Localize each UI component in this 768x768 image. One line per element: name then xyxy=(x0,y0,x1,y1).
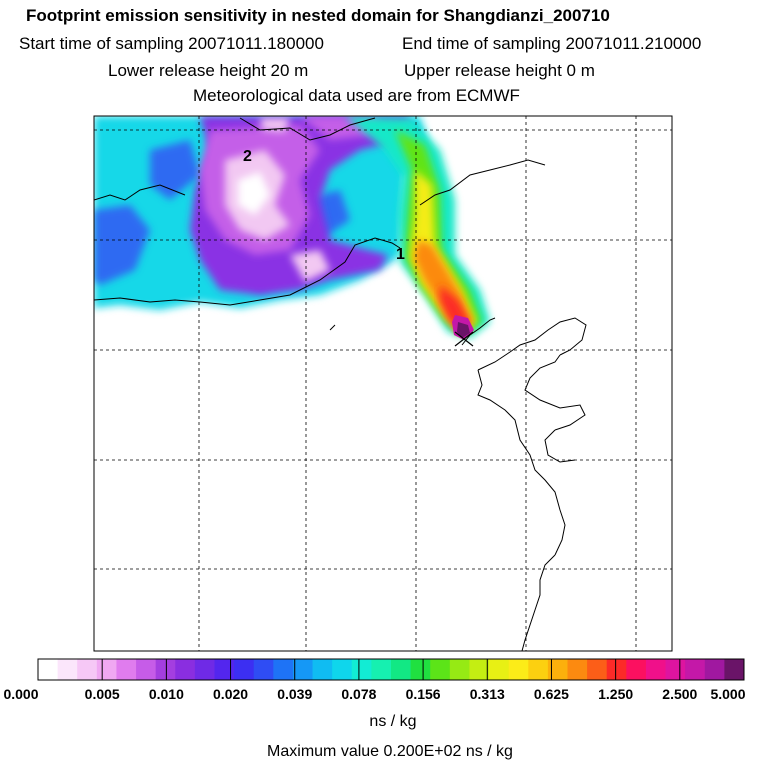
colorbar-swatch xyxy=(214,659,235,680)
release-marker-2: 2 xyxy=(243,148,252,165)
colorbar-swatch xyxy=(253,659,274,680)
map-frame xyxy=(93,115,673,652)
colorbar-swatch xyxy=(469,659,490,680)
colorbar-swatch xyxy=(273,659,294,680)
sampling-start-time: Start time of sampling 20071011.180000 xyxy=(19,34,324,53)
colorbar-swatch xyxy=(587,659,608,680)
colorbar-swatch xyxy=(96,659,117,680)
emission-sensitivity-field xyxy=(94,116,490,340)
colorbar-frame xyxy=(37,658,745,681)
colorbar-swatch xyxy=(234,659,255,680)
colorbar-tick-label: 0.000 xyxy=(3,686,38,702)
colorbar-tick-label: 5.000 xyxy=(710,686,745,702)
colorbar-swatch xyxy=(508,659,529,680)
colorbar-tick-label: 0.313 xyxy=(470,686,505,702)
colorbar-swatch xyxy=(665,659,686,680)
colorbar-swatch xyxy=(645,659,666,680)
colorbar-swatch xyxy=(292,659,313,680)
colorbar-swatch xyxy=(155,659,176,680)
colorbar-swatch xyxy=(547,659,568,680)
colorbar-swatch xyxy=(351,659,372,680)
field-pink-core xyxy=(225,118,330,282)
colorbar-tick-label: 0.010 xyxy=(149,686,184,702)
colorbar-swatch xyxy=(489,659,510,680)
colorbar-swatch xyxy=(567,659,588,680)
maximum-value: Maximum value 0.200E+02 ns / kg xyxy=(267,743,513,760)
station-cross-icon xyxy=(454,331,474,347)
release-marker-1: 1 xyxy=(396,246,405,263)
sampling-end-time: End time of sampling 20071011.210000 xyxy=(402,34,702,53)
marker-label-1: 1 xyxy=(396,246,405,263)
upper-release-height: Upper release height 0 m xyxy=(404,61,595,80)
colorbar-swatch xyxy=(704,659,725,680)
colorbar-swatch xyxy=(410,659,431,680)
colorbar-tick-label: 2.500 xyxy=(662,686,697,702)
colorbar-tick-labels: 0.000 0.005 0.010 0.020 0.039 0.078 0.156 0.313… xyxy=(3,686,745,702)
colorbar-swatch xyxy=(685,659,706,680)
colorbar-swatch xyxy=(528,659,549,680)
colorbar-swatch xyxy=(57,659,78,680)
colorbar-swatch xyxy=(430,659,451,680)
colorbar-unit: ns / kg xyxy=(369,713,416,730)
colorbar-swatch xyxy=(116,659,137,680)
colorbar-swatch xyxy=(312,659,333,680)
colorbar-tick-label: 0.020 xyxy=(213,686,248,702)
colorbar-tick-label: 1.250 xyxy=(598,686,633,702)
colorbar-tick-label: 0.005 xyxy=(85,686,120,702)
lat-lon-grid xyxy=(94,116,672,651)
colorbar-swatch xyxy=(371,659,392,680)
map-title: Footprint emission sensitivity in nested… xyxy=(26,6,610,25)
colorbar-swatch xyxy=(606,659,627,680)
colorbar-swatch xyxy=(391,659,412,680)
colorbar-swatch xyxy=(626,659,647,680)
colorbar-swatch xyxy=(136,659,157,680)
colorbar-swatch xyxy=(724,659,745,680)
plume-dark-core xyxy=(457,322,470,338)
field-white-core xyxy=(238,172,270,215)
meteorological-data-source: Meteorological data used are from ECMWF xyxy=(193,86,520,105)
colorbar-swatch xyxy=(38,659,59,680)
colorbar xyxy=(37,658,745,681)
lower-release-height: Lower release height 20 m xyxy=(108,61,309,80)
colorbar-tick-label: 0.039 xyxy=(277,686,312,702)
colorbar-swatch xyxy=(77,659,98,680)
colorbar-swatch xyxy=(449,659,470,680)
colorbar-swatch xyxy=(175,659,196,680)
colorbar-tick-label: 0.156 xyxy=(406,686,441,702)
colorbar-swatch xyxy=(194,659,215,680)
colorbar-swatch xyxy=(332,659,353,680)
marker-label-2: 2 xyxy=(243,148,252,165)
colorbar-tick-label: 0.078 xyxy=(341,686,376,702)
colorbar-tick-label: 0.625 xyxy=(534,686,569,702)
coastlines xyxy=(94,117,587,651)
